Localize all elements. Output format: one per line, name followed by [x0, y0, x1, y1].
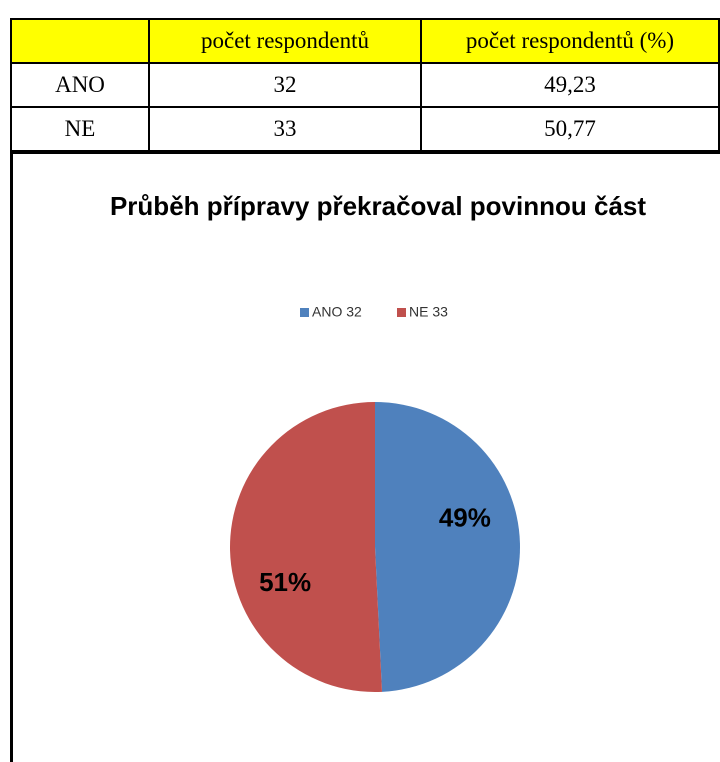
cell: 33 — [148, 106, 422, 152]
data-label: 51% — [259, 567, 311, 597]
table-header: počet respondentů počet respondentů (%) — [10, 18, 720, 64]
cell: 49,23 — [420, 62, 720, 108]
data-label: 49% — [439, 503, 491, 533]
chart: ANO 32 NE 33 49% 51% — [229, 304, 520, 692]
cell: ANO — [10, 62, 150, 108]
pie-slice — [229, 402, 383, 692]
pie-slice — [375, 402, 520, 692]
header-cell: počet respondentů (%) — [420, 18, 720, 64]
cell: NE — [10, 106, 150, 152]
header-cell: počet respondentů — [148, 18, 422, 64]
header-blank — [10, 18, 150, 64]
legend-swatch — [397, 308, 406, 317]
chart-title: Průběh přípravy překračoval povinnou čás… — [109, 191, 647, 221]
cell: 32 — [148, 62, 422, 108]
legend-swatch — [300, 308, 309, 317]
legend-label: NE 33 — [409, 304, 448, 320]
table-row: ANO 32 49,23 — [10, 62, 720, 108]
table-row: NE 33 50,77 — [10, 106, 720, 152]
legend-label: ANO 32 — [312, 304, 362, 320]
chart-area: ANO 32 NE 33 49% 51% Průběh přípravy překra… — [10, 152, 720, 762]
cell: 50,77 — [420, 106, 720, 152]
data-table: počet respondentů počet respondentů (%) … — [10, 18, 720, 152]
